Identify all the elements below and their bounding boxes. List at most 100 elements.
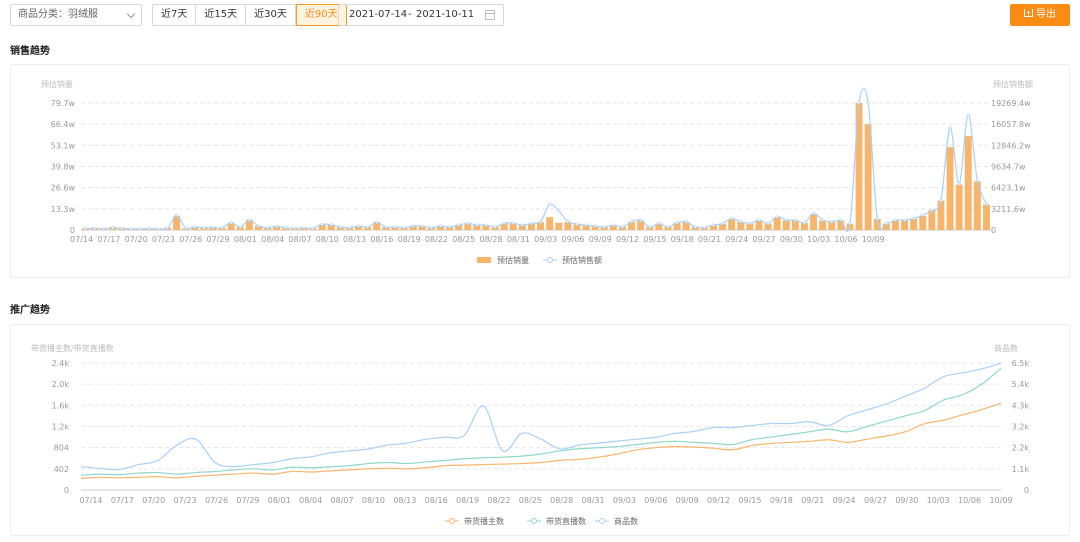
promo-line-3 xyxy=(80,362,1002,471)
sales-line-point xyxy=(611,223,615,227)
sales-bar xyxy=(482,225,490,230)
sales-xtick: 08/28 xyxy=(480,235,503,244)
sales-line-point xyxy=(948,126,952,130)
sales-bar xyxy=(173,215,181,230)
promo-ytick-left: 0 xyxy=(64,486,69,495)
sales-line-point xyxy=(147,227,151,231)
range-90d-button[interactable]: 近90天 xyxy=(295,4,347,26)
promo-legend-label: 带货直播数 xyxy=(546,516,586,526)
sales-line-point xyxy=(812,212,816,216)
promo-ytick-right: 1.1k xyxy=(1012,465,1030,474)
sales-line-point xyxy=(802,221,806,225)
export-button[interactable]: 导出 xyxy=(1010,4,1070,26)
sales-bar xyxy=(273,226,281,230)
sales-line-point xyxy=(639,218,643,222)
promo-ytick-right: 2.2k xyxy=(1012,444,1030,453)
promo-xtick: 08/10 xyxy=(362,496,385,505)
sales-line-point xyxy=(520,223,524,227)
range-15d-button[interactable]: 近15天 xyxy=(196,4,247,26)
sales-bar xyxy=(919,215,927,230)
sales-bar xyxy=(254,226,262,230)
sales-line-point xyxy=(766,221,770,225)
sales-xtick: 10/03 xyxy=(807,235,830,244)
promo-xtick: 08/22 xyxy=(487,496,510,505)
promo-xtick: 08/19 xyxy=(456,496,479,505)
sales-bar xyxy=(982,204,990,230)
sales-line-point xyxy=(475,223,479,227)
sales-bar xyxy=(828,222,836,230)
sales-bar xyxy=(810,214,818,230)
sales-bar xyxy=(937,200,945,230)
category-select-value: 商品分类：羽绒服 xyxy=(18,9,98,20)
sales-line-point xyxy=(893,218,897,222)
sales-line-point xyxy=(784,218,788,222)
sales-line-point xyxy=(284,226,288,230)
sales-line-point xyxy=(711,223,715,227)
sales-line-point xyxy=(484,223,488,227)
promo-line-2 xyxy=(80,367,1002,476)
sales-bar xyxy=(837,220,845,230)
promo-xtick: 08/07 xyxy=(331,496,354,505)
sales-xtick: 09/09 xyxy=(589,235,612,244)
promo-xtick: 07/23 xyxy=(174,496,197,505)
sales-line-point xyxy=(193,225,197,229)
sales-line-point xyxy=(138,227,142,231)
sales-line-point xyxy=(448,225,452,229)
sales-line-point xyxy=(420,224,424,228)
promo-chart-panel: 带货播主数/带货直播数 商品数 0 0 402 1.1k 804 2.2k 1.2k 3.2k 1.… xyxy=(10,324,1070,536)
promo-xtick: 08/01 xyxy=(268,496,291,505)
promo-ytick-right: 0 xyxy=(1024,486,1029,495)
sales-bar xyxy=(327,224,335,230)
sales-legend-marker-amount xyxy=(547,257,553,263)
sales-bar xyxy=(537,222,545,230)
promo-xtick: 08/13 xyxy=(393,496,416,505)
sales-line-point xyxy=(848,221,852,225)
sales-xtick: 08/10 xyxy=(316,235,339,244)
sales-xtick: 10/09 xyxy=(862,235,885,244)
sales-bar xyxy=(609,225,617,230)
sales-line-point xyxy=(129,227,133,231)
sales-section-title: 销售趋势 xyxy=(10,46,50,57)
sales-bar xyxy=(564,222,572,230)
sales-bar xyxy=(728,218,736,230)
sales-bar xyxy=(355,226,363,230)
sales-bar xyxy=(628,222,636,230)
sales-line-point xyxy=(102,227,106,231)
sales-line-point xyxy=(666,225,670,229)
sales-bar xyxy=(318,224,326,230)
sales-line-point xyxy=(821,218,825,222)
range-30d-button[interactable]: 近30天 xyxy=(246,4,296,26)
sales-line-point xyxy=(757,218,761,222)
sales-xtick: 07/26 xyxy=(179,235,202,244)
range-7d-button[interactable]: 近7天 xyxy=(152,4,197,26)
sales-line-point xyxy=(857,101,861,105)
sales-line-point xyxy=(903,218,907,222)
sales-line-point xyxy=(693,225,697,229)
sales-xtick: 08/07 xyxy=(288,235,311,244)
sales-line-point xyxy=(466,221,470,225)
sales-bar xyxy=(655,223,663,230)
sales-ytick-left: 13.3w xyxy=(51,205,76,214)
sales-line-point xyxy=(866,101,870,105)
promo-ytick-left: 2.4k xyxy=(52,359,70,368)
sales-xtick: 09/21 xyxy=(698,235,721,244)
sales-line-point xyxy=(793,218,797,222)
promo-xtick: 09/03 xyxy=(613,496,636,505)
sales-bar xyxy=(719,223,727,230)
sales-xtick: 09/12 xyxy=(616,235,639,244)
promo-ytick-left: 1.2k xyxy=(52,423,70,432)
promo-xtick: 08/25 xyxy=(519,496,542,505)
sales-line-point xyxy=(930,208,934,212)
sales-xtick: 08/01 xyxy=(234,235,257,244)
sales-line-point xyxy=(84,227,88,231)
promo-xtick: 07/14 xyxy=(79,496,102,505)
sales-bar xyxy=(964,135,972,230)
sales-bar xyxy=(464,223,472,230)
date-start: 2021-07-14 xyxy=(349,9,408,20)
promo-xtick: 09/09 xyxy=(676,496,699,505)
sales-line-point xyxy=(721,221,725,225)
promo-xtick: 10/03 xyxy=(927,496,950,505)
category-select[interactable]: 商品分类：羽绒服 xyxy=(10,4,142,26)
sales-line-point xyxy=(830,220,834,224)
date-range-picker[interactable]: 2021-07-14 - 2021-10-11 xyxy=(338,4,504,26)
